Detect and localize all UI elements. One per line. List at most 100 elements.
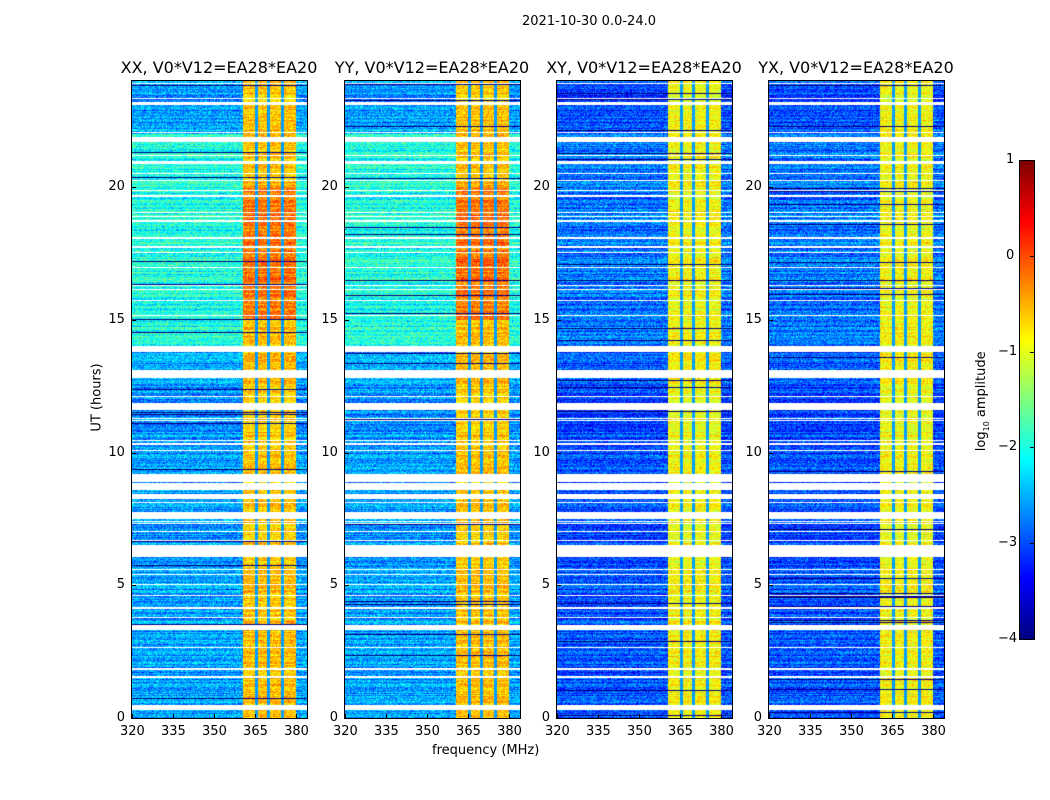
x-tick-label: 365 <box>880 724 905 739</box>
x-tick-mark <box>386 714 388 718</box>
x-tick-label: 380 <box>709 724 734 739</box>
y-tick-mark <box>557 585 561 587</box>
y-tick-mark <box>132 319 136 321</box>
heatmap-panel-1 <box>344 80 521 719</box>
colorbar-label-main: log <box>974 431 990 452</box>
x-tick-label: 380 <box>284 724 309 739</box>
x-tick-label: 350 <box>839 724 864 739</box>
y-tick-mark <box>132 585 136 587</box>
y-tick-mark <box>769 319 773 321</box>
colorbar-tick-mark <box>1030 639 1034 640</box>
y-tick-label: 5 <box>753 577 762 593</box>
figure-title: 2021-10-30 0.0-24.0 <box>522 14 656 29</box>
y-tick-mark <box>557 187 561 189</box>
x-tick-mark <box>933 714 935 718</box>
colorbar <box>1019 160 1035 640</box>
panel-title: YX, V0*V12=EA28*EA20 <box>758 58 954 77</box>
y-tick-label: 10 <box>745 444 762 460</box>
x-tick-label: 320 <box>120 724 145 739</box>
heatmap-image <box>345 81 520 718</box>
colorbar-tick-mark <box>1030 351 1034 353</box>
panel-title: YY, V0*V12=EA28*EA20 <box>334 58 530 77</box>
y-tick-label: 10 <box>321 444 338 460</box>
y-tick-label: 20 <box>108 179 125 195</box>
colorbar-tick-mark <box>1030 255 1034 257</box>
x-tick-mark <box>132 714 133 718</box>
x-tick-label: 350 <box>627 724 652 739</box>
y-tick-mark <box>769 718 773 719</box>
heatmap-panel-3 <box>768 80 945 719</box>
y-tick-mark <box>345 187 349 189</box>
x-axis-label: frequency (MHz) <box>432 743 540 758</box>
x-tick-mark <box>892 714 894 718</box>
x-tick-label: 320 <box>757 724 782 739</box>
x-tick-label: 350 <box>415 724 440 739</box>
y-tick-mark <box>132 187 136 189</box>
x-tick-label: 320 <box>545 724 570 739</box>
colorbar-tick-label: −3 <box>998 535 1018 551</box>
y-axis-label: UT (hours) <box>89 363 105 432</box>
x-tick-mark <box>721 714 723 718</box>
colorbar-label-rest: amplitude <box>974 351 990 422</box>
y-tick-label: 20 <box>745 179 762 195</box>
colorbar-tick-label: −1 <box>998 343 1018 359</box>
panel-title: XY, V0*V12=EA28*EA20 <box>546 58 742 77</box>
y-tick-mark <box>557 718 561 719</box>
x-tick-mark <box>345 714 346 718</box>
y-tick-mark <box>769 452 773 454</box>
y-tick-label: 5 <box>116 577 125 593</box>
colorbar-tick-label: 0 <box>1006 247 1015 263</box>
y-tick-label: 15 <box>108 311 125 327</box>
x-tick-label: 320 <box>333 724 358 739</box>
x-tick-label: 365 <box>243 724 268 739</box>
x-tick-mark <box>255 714 257 718</box>
x-tick-mark <box>639 714 641 718</box>
colorbar-tick-label: −2 <box>998 439 1018 455</box>
x-tick-label: 365 <box>668 724 693 739</box>
y-tick-mark <box>769 187 773 189</box>
y-tick-label: 0 <box>116 710 125 725</box>
heatmap-image <box>557 81 732 718</box>
x-tick-mark <box>173 714 175 718</box>
y-tick-label: 0 <box>541 710 550 725</box>
y-tick-mark <box>132 452 136 454</box>
y-tick-label: 0 <box>329 710 338 725</box>
colorbar-label: log10 amplitude <box>974 339 991 464</box>
x-tick-label: 380 <box>921 724 946 739</box>
colorbar-tick-mark <box>1030 447 1034 449</box>
x-tick-mark <box>598 714 600 718</box>
colorbar-tick-label: −4 <box>998 631 1018 646</box>
x-tick-mark <box>509 714 511 718</box>
y-tick-mark <box>345 585 349 587</box>
colorbar-tick-mark <box>1030 160 1034 161</box>
y-tick-label: 15 <box>745 311 762 327</box>
y-tick-label: 15 <box>533 311 550 327</box>
y-tick-mark <box>345 718 349 719</box>
x-tick-mark <box>851 714 853 718</box>
y-tick-label: 0 <box>753 710 762 725</box>
heatmap-panel-0 <box>131 80 308 719</box>
x-tick-label: 365 <box>456 724 481 739</box>
heatmap-panel-2 <box>556 80 733 719</box>
y-tick-mark <box>345 452 349 454</box>
y-tick-label: 5 <box>329 577 338 593</box>
heatmap-image <box>769 81 944 718</box>
y-tick-label: 20 <box>533 179 550 195</box>
y-tick-mark <box>132 718 136 719</box>
colorbar-tick-label: 1 <box>1006 152 1015 167</box>
x-tick-mark <box>296 714 298 718</box>
y-tick-label: 10 <box>108 444 125 460</box>
x-tick-label: 350 <box>202 724 227 739</box>
x-tick-mark <box>769 714 770 718</box>
x-tick-mark <box>557 714 558 718</box>
x-tick-mark <box>680 714 682 718</box>
y-tick-label: 15 <box>321 311 338 327</box>
x-tick-label: 380 <box>497 724 522 739</box>
x-tick-label: 335 <box>374 724 399 739</box>
y-tick-label: 10 <box>533 444 550 460</box>
x-tick-mark <box>214 714 216 718</box>
y-tick-mark <box>345 319 349 321</box>
x-tick-label: 335 <box>798 724 823 739</box>
y-tick-mark <box>557 319 561 321</box>
colorbar-label-sub: 10 <box>981 421 991 432</box>
